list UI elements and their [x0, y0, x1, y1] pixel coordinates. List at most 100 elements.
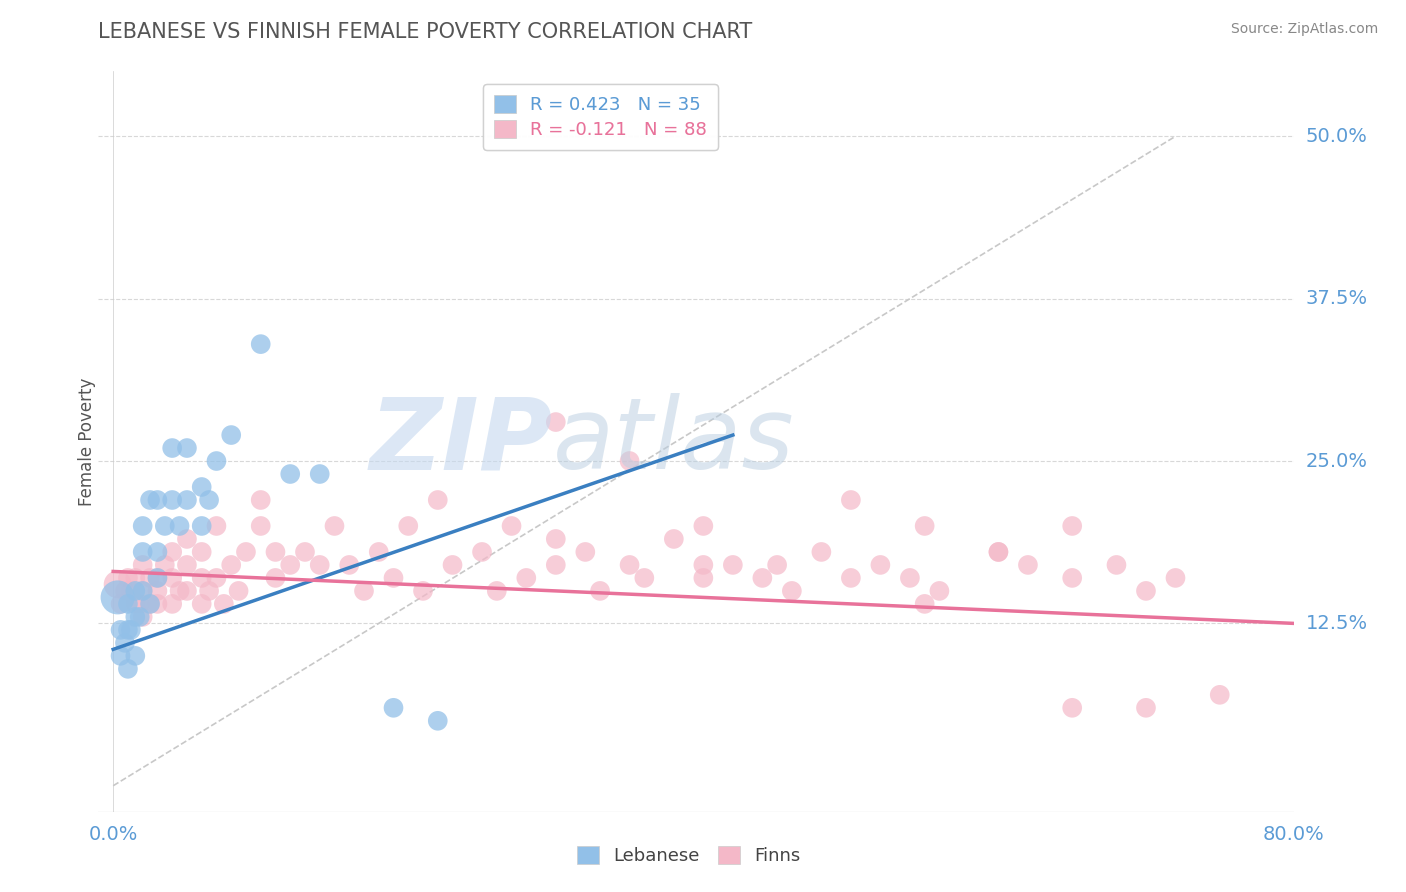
- Point: [117, 571, 139, 585]
- Point: [110, 623, 132, 637]
- Point: [169, 583, 191, 598]
- Point: [515, 571, 537, 585]
- Point: [544, 532, 567, 546]
- Point: [308, 558, 330, 572]
- Point: [1062, 519, 1084, 533]
- Point: [160, 545, 183, 559]
- Point: [146, 493, 169, 508]
- Point: [662, 532, 685, 546]
- Point: [692, 519, 714, 533]
- Point: [176, 532, 198, 546]
- Point: [353, 583, 375, 598]
- Point: [139, 493, 162, 508]
- Point: [485, 583, 508, 598]
- Point: [190, 545, 212, 559]
- Point: [692, 571, 714, 585]
- Text: atlas: atlas: [553, 393, 794, 490]
- Point: [1209, 688, 1232, 702]
- Point: [382, 571, 405, 585]
- Point: [544, 415, 567, 429]
- Point: [1164, 571, 1187, 585]
- Point: [898, 571, 921, 585]
- Point: [153, 558, 176, 572]
- Point: [766, 558, 789, 572]
- Point: [249, 337, 271, 351]
- Point: [169, 519, 191, 533]
- Point: [124, 571, 146, 585]
- Point: [228, 583, 250, 598]
- Point: [160, 597, 183, 611]
- Point: [928, 583, 950, 598]
- Point: [219, 428, 242, 442]
- Point: [139, 597, 162, 611]
- Point: [619, 454, 641, 468]
- Text: 50.0%: 50.0%: [1305, 127, 1368, 145]
- Point: [544, 558, 567, 572]
- Y-axis label: Female Poverty: Female Poverty: [79, 377, 96, 506]
- Point: [131, 558, 153, 572]
- Point: [160, 493, 183, 508]
- Point: [120, 583, 142, 598]
- Point: [176, 493, 198, 508]
- Point: [146, 597, 169, 611]
- Legend: Lebanese, Finns: Lebanese, Finns: [568, 837, 810, 874]
- Point: [441, 558, 464, 572]
- Point: [692, 558, 714, 572]
- Point: [1135, 701, 1157, 715]
- Point: [382, 701, 405, 715]
- Point: [619, 558, 641, 572]
- Point: [1105, 558, 1128, 572]
- Text: ZIP: ZIP: [370, 393, 553, 490]
- Point: [120, 623, 142, 637]
- Point: [264, 545, 287, 559]
- Point: [278, 558, 301, 572]
- Point: [190, 597, 212, 611]
- Point: [212, 597, 235, 611]
- Point: [219, 558, 242, 572]
- Point: [501, 519, 523, 533]
- Text: Source: ZipAtlas.com: Source: ZipAtlas.com: [1230, 22, 1378, 37]
- Point: [869, 558, 891, 572]
- Point: [176, 441, 198, 455]
- Text: LEBANESE VS FINNISH FEMALE POVERTY CORRELATION CHART: LEBANESE VS FINNISH FEMALE POVERTY CORRE…: [98, 22, 752, 42]
- Point: [751, 571, 773, 585]
- Point: [146, 545, 169, 559]
- Text: 37.5%: 37.5%: [1305, 289, 1368, 308]
- Point: [114, 636, 136, 650]
- Point: [780, 583, 803, 598]
- Point: [1062, 571, 1084, 585]
- Point: [146, 571, 169, 585]
- Point: [987, 545, 1010, 559]
- Text: 25.0%: 25.0%: [1305, 451, 1368, 470]
- Point: [146, 583, 169, 598]
- Point: [146, 571, 169, 585]
- Point: [198, 493, 221, 508]
- Point: [721, 558, 744, 572]
- Point: [426, 714, 449, 728]
- Point: [131, 583, 153, 598]
- Point: [139, 571, 162, 585]
- Point: [426, 493, 449, 508]
- Point: [128, 610, 150, 624]
- Point: [589, 583, 612, 598]
- Point: [160, 571, 183, 585]
- Point: [308, 467, 330, 481]
- Point: [987, 545, 1010, 559]
- Point: [205, 454, 228, 468]
- Point: [160, 441, 183, 455]
- Point: [110, 597, 132, 611]
- Point: [131, 519, 153, 533]
- Point: [117, 662, 139, 676]
- Point: [235, 545, 257, 559]
- Point: [131, 583, 153, 598]
- Point: [412, 583, 434, 598]
- Point: [131, 545, 153, 559]
- Point: [153, 519, 176, 533]
- Point: [110, 648, 132, 663]
- Legend: R = 0.423   N = 35, R = -0.121   N = 88: R = 0.423 N = 35, R = -0.121 N = 88: [484, 84, 717, 150]
- Point: [205, 519, 228, 533]
- Point: [1017, 558, 1039, 572]
- Point: [190, 571, 212, 585]
- Point: [294, 545, 316, 559]
- Point: [810, 545, 832, 559]
